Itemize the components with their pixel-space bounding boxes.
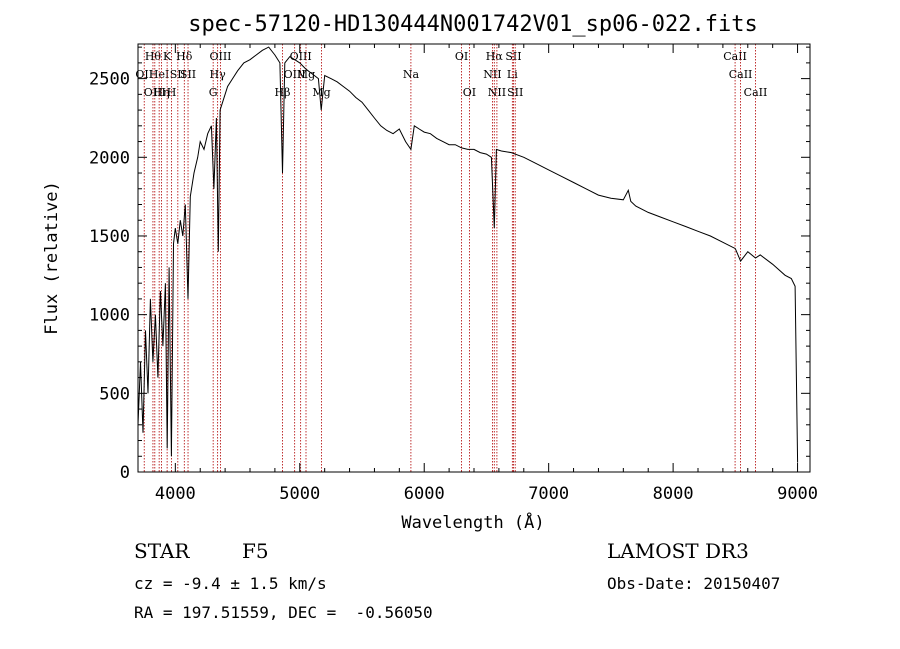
coordinates: RA = 197.51559, DEC = -0.56050 xyxy=(134,603,433,622)
y-tick-label-1: 500 xyxy=(99,384,130,404)
spectrum-line-0 xyxy=(137,46,799,463)
redshift-info: cz = -9.4 ± 1.5 km/s xyxy=(134,574,327,593)
y-tick-label-5: 2500 xyxy=(89,70,130,90)
x-axis-label: Wavelength (Å) xyxy=(401,511,544,533)
x-tick-label-1: 5000 xyxy=(279,484,320,504)
chart-title: spec-57120-HD130444N001742V01_sp06-022.f… xyxy=(188,12,758,37)
y-axis-label: Flux (relative) xyxy=(42,181,62,335)
marker-label-2: OIII xyxy=(144,86,166,99)
marker-label-10: G xyxy=(209,86,218,99)
y-tick-label-3: 1500 xyxy=(89,227,130,247)
marker-label-24: Li xyxy=(507,68,518,81)
survey-name: LAMOST DR3 xyxy=(607,539,749,563)
x-tick-label-5: 9000 xyxy=(777,484,818,504)
obs-date: Obs-Date: 20150407 xyxy=(607,574,781,593)
marker-label-16: Mg xyxy=(297,68,315,81)
marker-label-29: CaII xyxy=(744,86,768,99)
marker-label-7: SII xyxy=(170,68,186,81)
marker-label-13: Hβ xyxy=(275,86,291,99)
marker-label-6: H xyxy=(167,86,177,99)
marker-label-9: SII xyxy=(180,68,196,81)
marker-label-22: Hα xyxy=(486,50,504,63)
marker-label-20: OI xyxy=(463,86,476,99)
marker-label-21: NII xyxy=(483,68,501,81)
y-tick-label-4: 2000 xyxy=(89,148,130,168)
marker-label-1: Hθ xyxy=(145,50,162,63)
object-type: STAR xyxy=(134,539,190,563)
spectral-class: F5 xyxy=(242,539,269,563)
x-tick-label-4: 8000 xyxy=(653,484,694,504)
marker-label-0: OII xyxy=(135,68,153,81)
marker-label-18: Na xyxy=(403,68,420,81)
y-tick-label-2: 1000 xyxy=(89,306,130,326)
marker-label-5: K xyxy=(163,50,172,63)
marker-label-12: OIII xyxy=(209,50,231,63)
marker-label-26: SII xyxy=(507,86,523,99)
plot-frame xyxy=(137,43,811,473)
y-tick-label-0: 0 xyxy=(120,463,130,483)
marker-label-11: Hγ xyxy=(210,68,227,81)
spectrum-series xyxy=(137,46,799,463)
marker-label-17: Mg xyxy=(312,86,330,99)
x-tick-label-0: 4000 xyxy=(155,484,196,504)
marker-label-8: Hδ xyxy=(176,50,193,63)
spectral-line-markers: OIIHθOIIIHeIHηKHSIIHδSIIGHγOIIIHβOIIIOII… xyxy=(135,44,767,472)
marker-label-25: SII xyxy=(505,50,521,63)
axis-ticks: 4000 5000 6000 7000 8000 9000 0 500 1000 1500 2000… xyxy=(89,44,818,504)
x-tick-label-2: 6000 xyxy=(404,484,445,504)
marker-label-3: HeI xyxy=(149,68,169,81)
marker-label-23: NII xyxy=(488,86,506,99)
marker-label-27: CaII xyxy=(723,50,747,63)
marker-label-28: CaII xyxy=(729,68,753,81)
x-tick-label-3: 7000 xyxy=(528,484,569,504)
marker-label-15: OIII xyxy=(290,50,312,63)
marker-label-4: Hη xyxy=(153,86,169,99)
marker-label-19: OI xyxy=(455,50,468,63)
marker-label-14: OIII xyxy=(284,68,306,81)
